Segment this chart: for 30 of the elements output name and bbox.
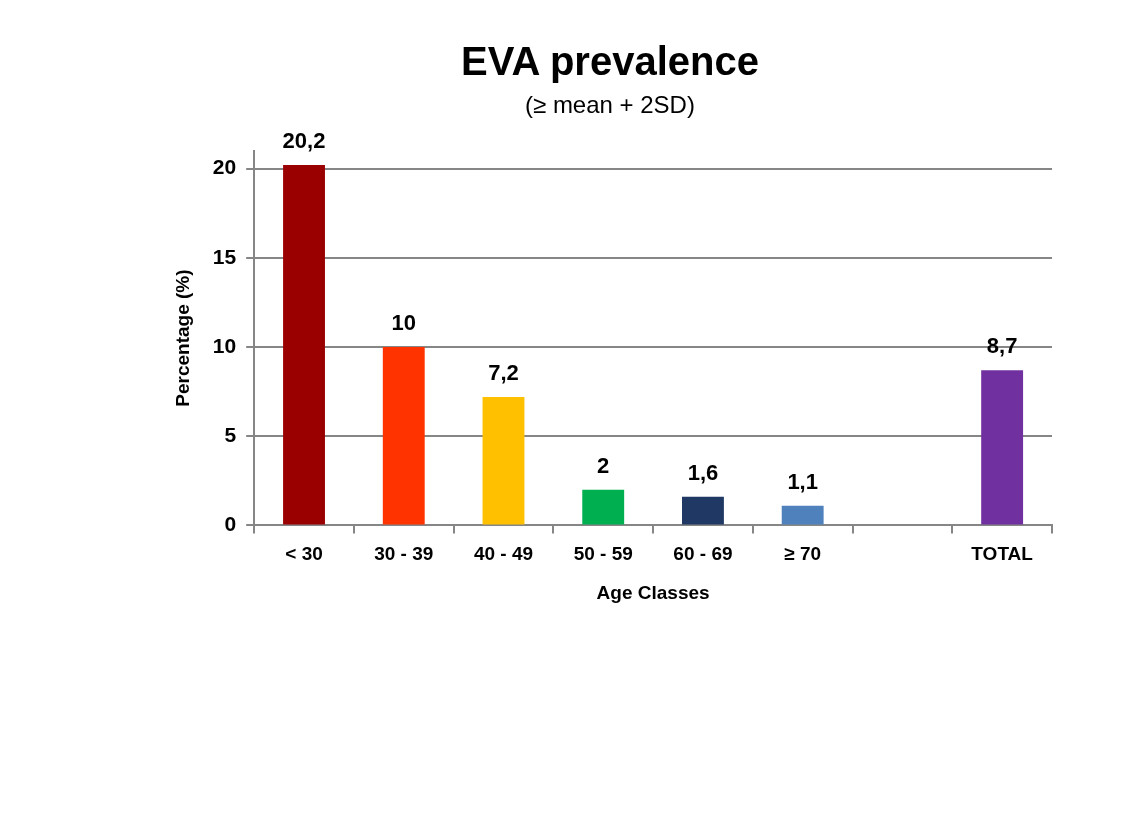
bar <box>682 496 724 525</box>
chart-title: EVA prevalence <box>461 39 759 84</box>
data-label: 2 <box>597 452 610 478</box>
bar <box>582 489 625 525</box>
y-tick-label: 10 <box>212 333 237 357</box>
y-tick-label: 15 <box>212 244 237 268</box>
chart-subtitle: (≥ mean + 2SD) <box>525 91 695 119</box>
y-axis-title: Percentage (%) <box>171 269 193 407</box>
bar <box>981 370 1024 525</box>
bar <box>382 347 425 525</box>
data-label: 10 <box>391 310 416 336</box>
x-tick-label: TOTAL <box>971 543 1034 565</box>
y-tick-label: 0 <box>224 512 237 536</box>
x-tick-label: 30 - 39 <box>374 543 434 565</box>
x-tick-label: ≥ 70 <box>784 543 822 565</box>
bar <box>482 396 525 525</box>
data-label: 8,7 <box>986 333 1018 359</box>
data-label: 1,1 <box>787 468 818 494</box>
data-label: 20,2 <box>282 128 326 154</box>
bar <box>283 165 325 525</box>
data-label: 1,6 <box>687 459 719 485</box>
x-tick-label: 40 - 49 <box>473 543 534 565</box>
y-tick-label: 20 <box>212 155 237 179</box>
x-tick-label: < 30 <box>285 543 323 565</box>
y-tick-label: 5 <box>224 423 237 447</box>
x-tick-label: 60 - 69 <box>673 543 733 565</box>
bar <box>781 505 824 525</box>
x-axis-title: Age Classes <box>596 581 710 603</box>
data-label: 7,2 <box>488 360 519 386</box>
x-tick-label: 50 - 59 <box>573 543 633 565</box>
